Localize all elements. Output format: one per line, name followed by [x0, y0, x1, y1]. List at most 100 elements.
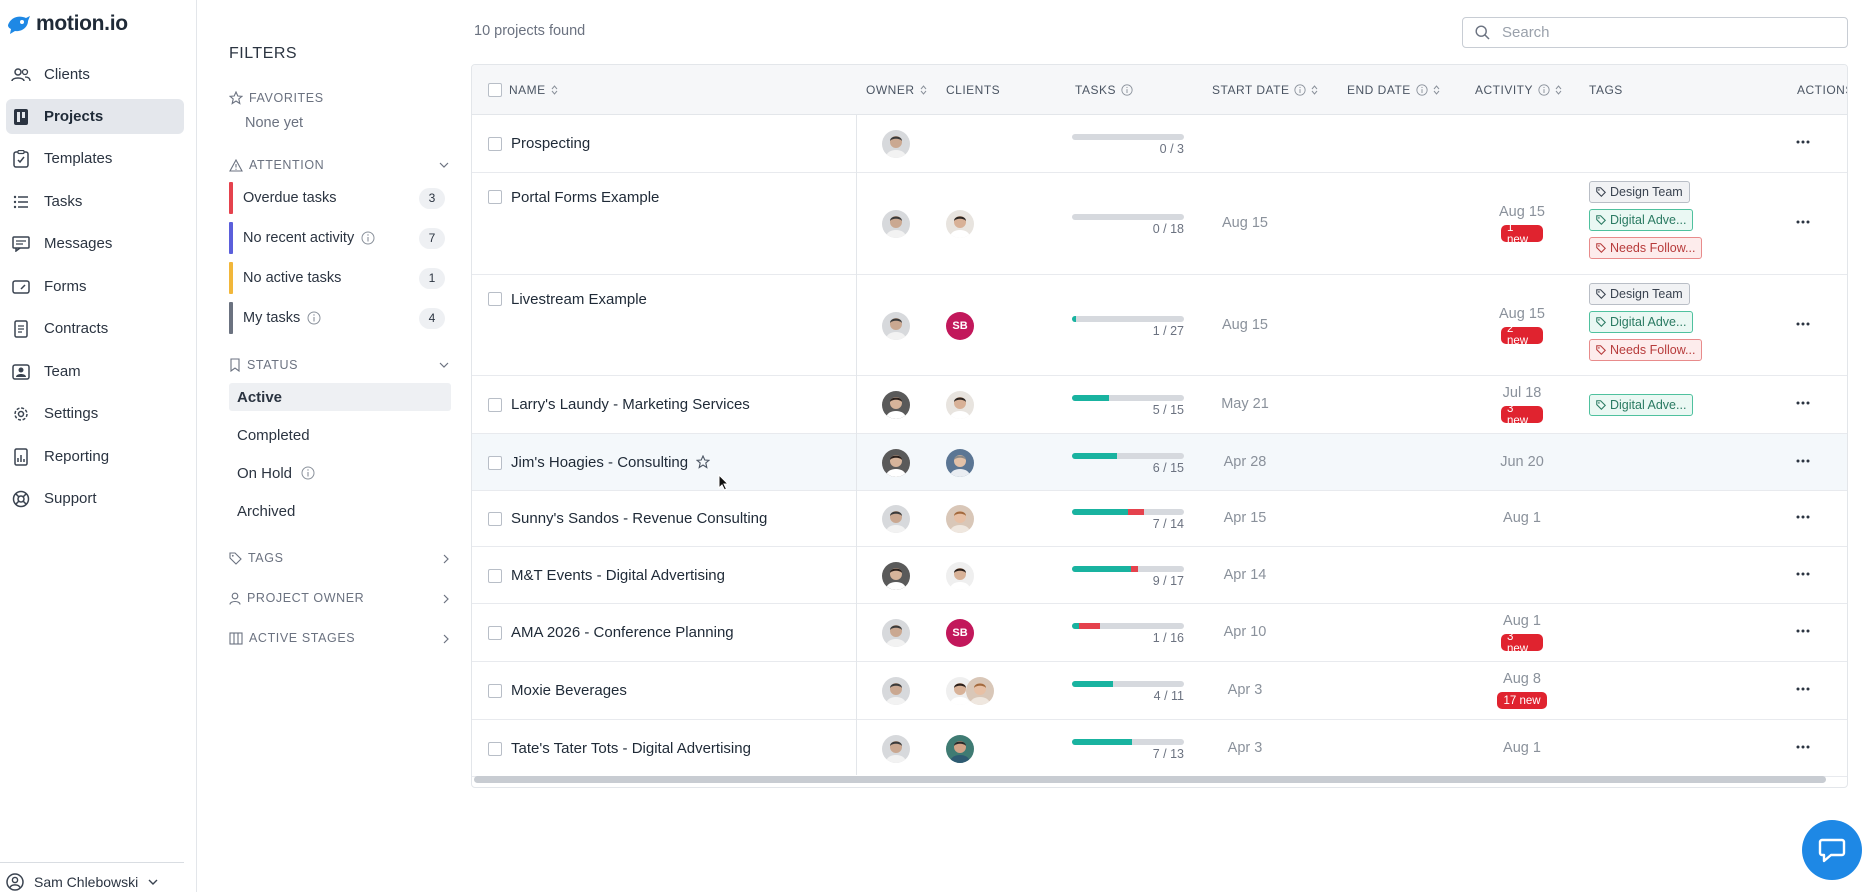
row-checkbox[interactable] — [488, 626, 502, 640]
row-actions-button[interactable] — [1792, 566, 1814, 582]
avatar[interactable] — [966, 677, 994, 705]
status-archived[interactable]: Archived — [229, 497, 451, 525]
avatar[interactable] — [946, 505, 974, 533]
nav-item-messages[interactable]: Messages — [6, 226, 184, 261]
info-icon[interactable] — [1294, 84, 1307, 96]
row-checkbox[interactable] — [488, 398, 502, 412]
avatar[interactable] — [882, 448, 910, 477]
col-header-end-date[interactable]: END DATE — [1347, 83, 1440, 97]
project-name-link[interactable]: M&T Events - Digital Advertising — [511, 567, 725, 584]
project-name-link[interactable]: Larry's Laundy - Marketing Services — [511, 396, 750, 413]
table-row[interactable]: Moxie Beverages 4 / 11 Apr 3 Aug 8 17 new — [472, 662, 1847, 720]
nav-item-contracts[interactable]: Contracts — [6, 311, 184, 346]
row-checkbox[interactable] — [488, 137, 502, 151]
table-row[interactable]: Sunny's Sandos - Revenue Consulting 7 / … — [472, 491, 1847, 547]
project-name-link[interactable]: Livestream Example — [511, 291, 647, 308]
avatar[interactable] — [946, 734, 974, 763]
row-actions-button[interactable] — [1792, 623, 1814, 639]
nav-item-support[interactable]: Support — [6, 481, 184, 516]
row-actions-button[interactable] — [1792, 316, 1814, 332]
nav-item-forms[interactable]: Forms — [6, 269, 184, 304]
status-on-hold[interactable]: On Hold — [229, 459, 451, 487]
tag-chip[interactable]: Design Team — [1589, 283, 1690, 305]
row-checkbox[interactable] — [488, 568, 502, 583]
info-icon[interactable] — [1416, 84, 1428, 96]
client-avatar[interactable]: SB — [946, 619, 974, 647]
table-row[interactable]: Jim's Hoagies - Consulting 6 / 15 Apr 28 J… — [472, 434, 1847, 491]
avatar[interactable] — [882, 734, 910, 763]
avatar[interactable] — [946, 448, 974, 477]
attention-my-tasks[interactable]: My tasks 4 — [229, 302, 449, 334]
row-actions-button[interactable] — [1792, 509, 1814, 525]
info-icon[interactable] — [1538, 84, 1550, 96]
col-header-name[interactable]: NAME — [509, 83, 558, 97]
horizontal-scrollbar[interactable] — [474, 776, 1826, 783]
row-actions-button[interactable] — [1792, 214, 1814, 230]
info-icon[interactable] — [1121, 84, 1133, 96]
project-name-link[interactable]: Sunny's Sandos - Revenue Consulting — [511, 510, 767, 527]
new-activity-badge[interactable]: 1 new — [1501, 222, 1543, 246]
info-icon[interactable] — [307, 311, 321, 325]
attention-header[interactable]: ATTENTION — [229, 156, 449, 174]
tag-chip[interactable]: Design Team — [1589, 181, 1690, 203]
new-activity-badge[interactable]: 3 new — [1501, 631, 1543, 655]
row-checkbox[interactable] — [488, 684, 502, 698]
chat-launcher-button[interactable] — [1802, 820, 1862, 880]
project-name-link[interactable]: Portal Forms Example — [511, 189, 659, 206]
star-icon[interactable] — [696, 455, 711, 469]
active-stages-filter-header[interactable]: ACTIVE STAGES — [229, 629, 449, 647]
row-actions-button[interactable] — [1792, 453, 1814, 469]
nav-item-projects[interactable]: Projects — [6, 99, 184, 134]
project-owner-filter-header[interactable]: PROJECT OWNER — [229, 589, 449, 607]
table-row[interactable]: Prospecting 0 / 3 — [472, 115, 1847, 173]
attention-no-recent-activity[interactable]: No recent activity 7 — [229, 222, 449, 254]
table-row[interactable]: Livestream Example SB 1 / 27 Aug 15 Aug 15… — [472, 275, 1847, 376]
new-activity-badge[interactable]: 2 new — [1501, 323, 1543, 347]
avatar[interactable] — [882, 210, 910, 238]
attention-overdue-tasks[interactable]: Overdue tasks 3 — [229, 182, 449, 214]
row-checkbox[interactable] — [488, 292, 502, 306]
search-input[interactable] — [1502, 24, 1822, 41]
row-checkbox[interactable] — [488, 741, 502, 756]
nav-item-team[interactable]: Team — [6, 354, 184, 389]
col-header-activity[interactable]: ACTIVITY — [1475, 83, 1562, 97]
status-active[interactable]: Active — [229, 383, 451, 411]
new-activity-badge[interactable]: 3 new — [1501, 403, 1543, 427]
avatar[interactable] — [882, 130, 910, 158]
tag-chip[interactable]: Digital Adve... — [1589, 209, 1694, 231]
avatar[interactable] — [882, 505, 910, 533]
nav-item-tasks[interactable]: Tasks — [6, 184, 184, 219]
nav-item-settings[interactable]: Settings — [6, 396, 184, 431]
avatar[interactable] — [946, 561, 974, 590]
tag-chip[interactable]: Digital Adve... — [1589, 394, 1694, 416]
row-checkbox[interactable] — [488, 455, 502, 470]
row-actions-button[interactable] — [1792, 739, 1814, 755]
table-row[interactable]: Portal Forms Example 0 / 18 Aug 15 Aug 15 1… — [472, 173, 1847, 275]
client-avatar[interactable]: SB — [946, 311, 974, 340]
project-name-link[interactable]: Tate's Tater Tots - Digital Advertising — [511, 740, 751, 757]
tag-chip[interactable]: Digital Adve... — [1589, 311, 1694, 333]
tags-filter-header[interactable]: TAGS — [229, 549, 449, 567]
user-menu[interactable]: Sam Chlebowski — [6, 873, 186, 891]
avatar[interactable] — [946, 391, 974, 419]
col-header-start-date[interactable]: START DATE — [1212, 83, 1318, 97]
avatar[interactable] — [882, 311, 910, 340]
info-icon[interactable] — [301, 466, 315, 480]
table-row[interactable]: AMA 2026 - Conference Planning SB 1 / 16… — [472, 604, 1847, 662]
info-icon[interactable] — [361, 231, 375, 245]
nav-item-templates[interactable]: Templates — [6, 141, 184, 176]
col-header-owner[interactable]: OWNER — [866, 83, 927, 97]
row-actions-button[interactable] — [1792, 395, 1814, 411]
project-name-link[interactable]: Jim's Hoagies - Consulting — [511, 454, 711, 471]
table-row[interactable]: Larry's Laundy - Marketing Services 5 / … — [472, 376, 1847, 434]
tag-chip[interactable]: Needs Follow... — [1589, 339, 1703, 361]
table-row[interactable]: M&T Events - Digital Advertising 9 / 17 A… — [472, 547, 1847, 604]
nav-item-reporting[interactable]: Reporting — [6, 439, 184, 474]
status-completed[interactable]: Completed — [229, 421, 451, 449]
row-actions-button[interactable] — [1792, 681, 1814, 697]
new-activity-badge[interactable]: 17 new — [1497, 692, 1547, 709]
row-actions-button[interactable] — [1792, 134, 1814, 150]
project-name-link[interactable]: AMA 2026 - Conference Planning — [511, 624, 734, 641]
avatar[interactable] — [882, 391, 910, 419]
table-row[interactable]: Tate's Tater Tots - Digital Advertising … — [472, 720, 1847, 777]
